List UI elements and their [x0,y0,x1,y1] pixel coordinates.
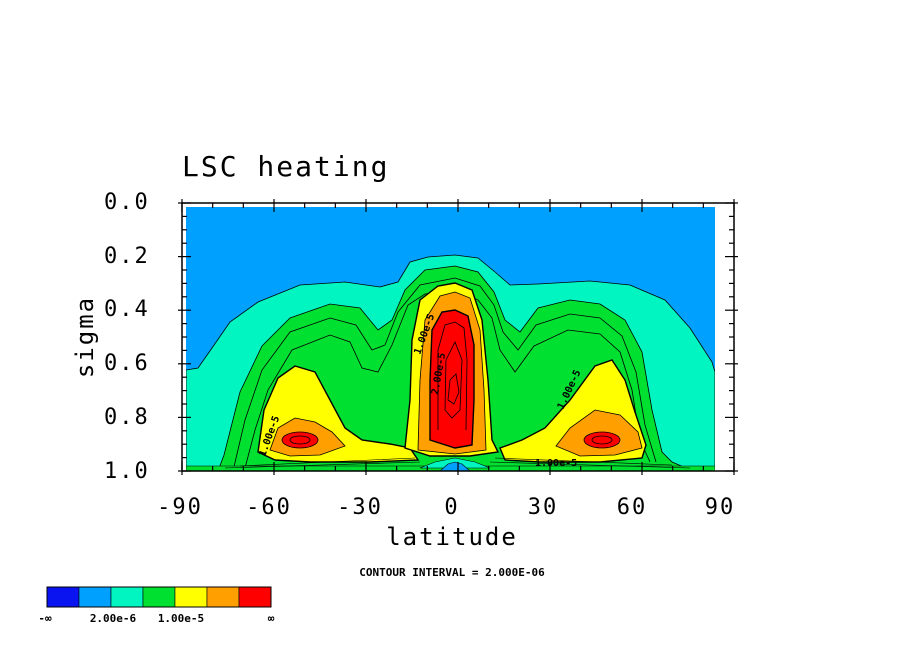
x-tick-label: 90 [705,495,736,520]
contour-interval-note: CONTOUR INTERVAL = 2.000E-06 [359,566,545,579]
colorbar: -∞ 2.00e-6 1.00e-5 ∞ [38,586,275,625]
level-red-left [281,431,319,449]
colorbar-swatch [110,586,144,608]
axis-ticks [178,199,738,475]
y-axis-label: sigma [71,296,99,378]
x-tick-labels: -90 -60 -30 0 30 60 90 [157,495,736,520]
x-tick-label: 60 [617,495,648,520]
y-tick-label: 0.8 [104,405,150,430]
colorbar-swatch [174,586,208,608]
y-tick-label: 0.6 [104,351,150,376]
contour-field [186,207,715,471]
y-tick-label: 0.4 [104,297,150,322]
colorbar-frame [46,586,272,608]
colorbar-label-low: 2.00e-6 [90,612,137,625]
colorbar-swatch [142,586,176,608]
x-axis-label: latitude [386,523,518,551]
y-tick-label: 0.2 [104,244,150,269]
x-tick-label: 0 [444,495,459,520]
colorbar-label-mid: 1.00e-5 [158,612,204,625]
y-tick-label: 1.0 [104,459,150,484]
x-tick-label: -60 [246,495,292,520]
level-red-right [583,431,621,449]
colorbar-swatch [78,586,112,608]
x-tick-label: -90 [157,495,203,520]
x-tick-label: 30 [528,495,559,520]
level-red-center [429,309,475,449]
y-tick-labels: 0.0 0.2 0.4 0.6 0.8 1.0 [104,190,150,484]
y-tick-label: 0.0 [104,190,150,215]
colorbar-swatch [46,586,80,608]
chart-title: LSC heating [182,150,389,183]
colorbar-label-max: ∞ [268,612,275,625]
colorbar-label-min: -∞ [38,612,52,625]
contour-label-surface: 1.00e-5 [535,458,577,469]
colorbar-swatch [238,586,272,608]
colorbar-swatch [206,586,240,608]
x-tick-label: -30 [337,495,383,520]
